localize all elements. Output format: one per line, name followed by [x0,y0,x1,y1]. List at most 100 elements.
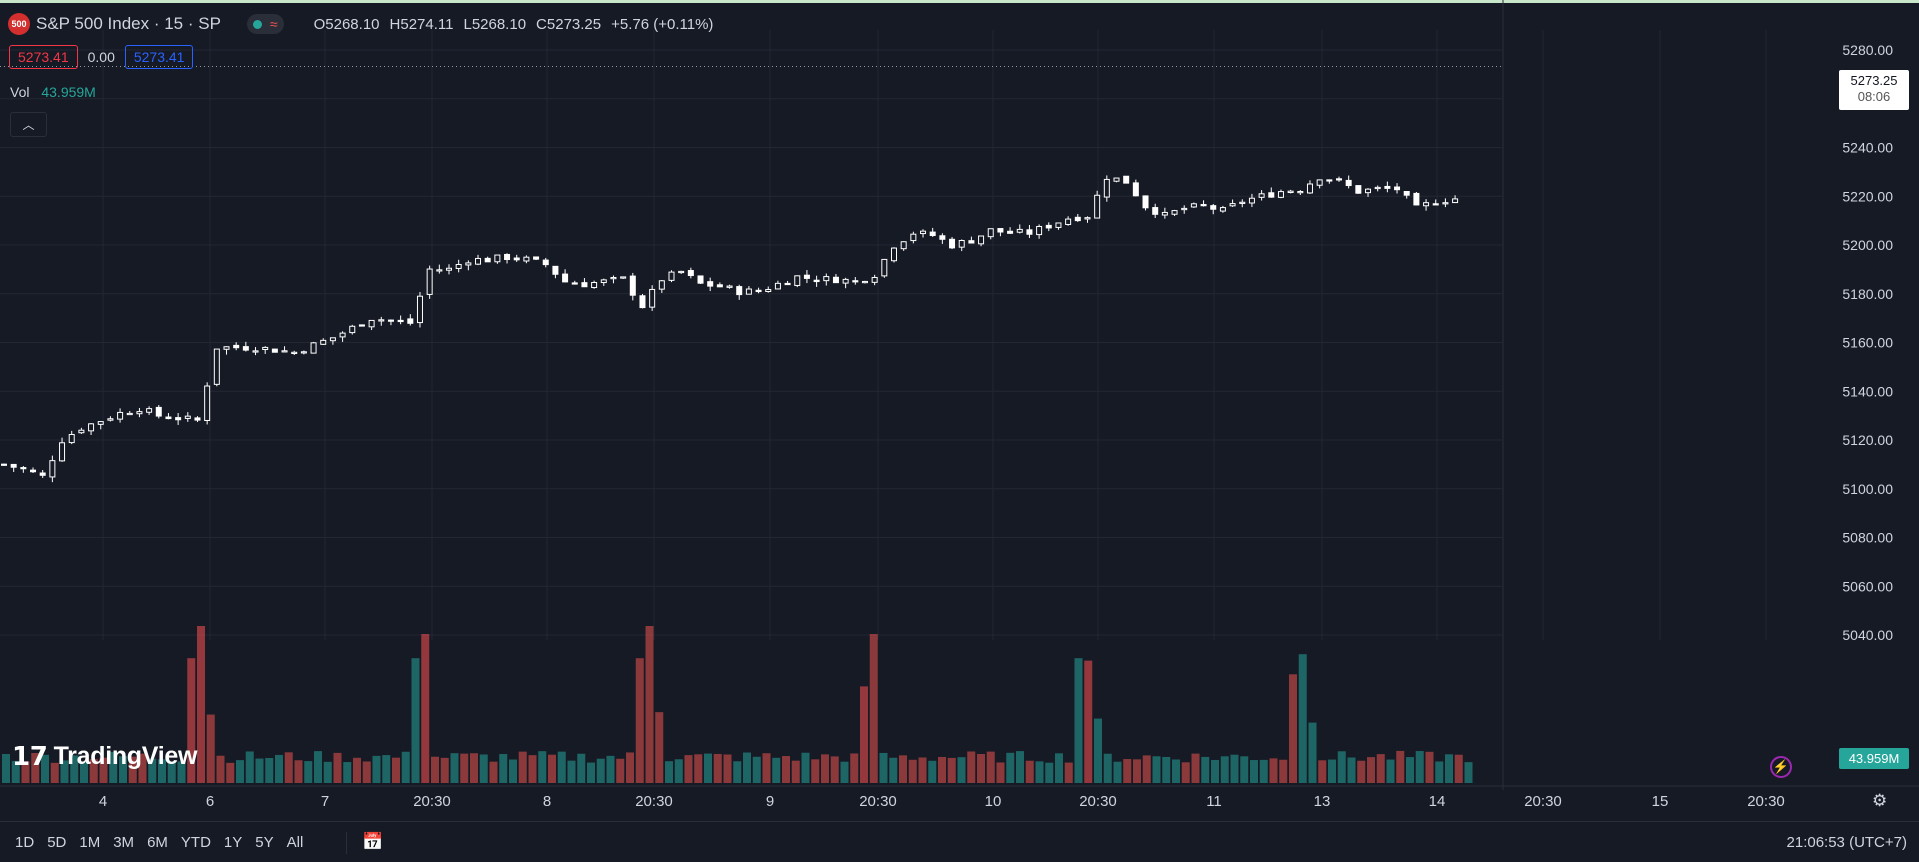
volume-bar [294,760,303,783]
candle-body [1277,191,1284,198]
candle-body [939,235,946,240]
candle-body [49,460,56,478]
calendar-range-icon[interactable]: 📅 [362,832,384,851]
volume-bar [1172,759,1180,783]
range-button-all[interactable]: All [286,834,304,851]
candle-body [475,257,482,265]
range-button-6m[interactable]: 6M [147,834,168,851]
y-tick-label: 5040.00 [1842,627,1893,643]
range-button-1y[interactable]: 1Y [223,834,243,851]
volume-bar [89,759,98,783]
volume-bar [333,752,342,783]
market-open-dot-icon [252,19,262,29]
candle-body [484,257,491,263]
candle-body [378,319,385,322]
volume-bar [226,762,235,783]
volume-bar [401,751,410,783]
volume-axis-label: 43.959M [1839,748,1909,769]
x-tick-label: 20:30 [635,793,673,810]
volume-bar [50,762,59,783]
candle-body [649,288,656,308]
volume-bar [431,756,439,783]
volume-bar [11,760,20,783]
volume-bar [694,754,703,783]
volume-bar [245,751,254,783]
candle-body [813,279,820,283]
market-status-pill[interactable]: ≈ [246,14,284,34]
buy-price-button[interactable]: 5273.41 [124,45,194,69]
x-tick-label: 20:30 [859,793,897,810]
volume-bar [109,751,118,783]
volume-bar [275,754,283,783]
symbol-title[interactable]: S&P 500 Index · 15 · SP [36,14,221,33]
range-button-1d[interactable]: 1D [15,834,35,851]
volume-bar [177,761,186,783]
candle-body [1200,204,1207,207]
candle-body [300,351,307,354]
volume-legend[interactable]: Vol 43.959M [10,84,96,100]
candle-body [494,254,501,263]
candle-body [803,274,810,279]
candle-body [513,257,520,261]
x-tick-label: 14 [1429,793,1446,810]
volume-bar [655,712,664,783]
gear-icon[interactable]: ⚙ [1872,791,1888,810]
volume-bar [704,753,712,783]
candle-body [1452,198,1459,204]
volume-bar [382,755,391,783]
range-button-ytd[interactable]: YTD [180,834,211,851]
x-tick-label: 20:30 [1524,793,1562,810]
sell-price-button[interactable]: 5273.41 [9,45,78,69]
volume-bar [889,757,898,783]
volume-bar [1006,752,1015,783]
volume-bar [1064,762,1073,783]
volume-bar [1386,759,1395,783]
range-button-3m[interactable]: 3M [113,834,135,851]
volume-bar [869,634,878,783]
candle-body [1161,211,1168,216]
volume-bar [977,754,985,783]
tradingview-logo-icon: 𝟭𝟳 [12,741,48,771]
volume-bar [684,755,693,783]
candle-body [774,282,781,290]
candle-body [1394,186,1401,191]
range-button-5d[interactable]: 5D [47,834,67,851]
candle-body [39,472,46,476]
candle-body [368,319,375,328]
candle-body [1065,218,1072,225]
candle-body [1297,191,1304,194]
candle-body [707,281,714,287]
candle-body [59,442,66,462]
candle-body [929,231,936,237]
candle-body [1007,230,1014,234]
last-price-label: 5273.25 08:06 [1839,70,1909,110]
candle-body [1055,222,1062,228]
volume-bar [255,758,264,783]
volume-bar [421,634,430,783]
candle-body [194,417,201,421]
sp500-logo-icon: 500 [8,13,30,35]
candle-body [88,423,95,432]
y-tick-label: 5060.00 [1842,578,1893,594]
volume-bar [1025,760,1034,783]
candle-body [1152,207,1159,215]
x-tick-label: 7 [321,793,329,810]
clock-timezone[interactable]: 21:06:53 (UTC+7) [1786,834,1907,851]
collapse-legend-button[interactable]: ︿ [10,112,47,137]
volume-bar [148,758,157,783]
candle-body [1423,202,1430,207]
lightning-icon[interactable]: ⚡ [1770,756,1792,778]
candle-body [1345,179,1352,187]
volume-bar [635,658,644,783]
candle-body [755,289,762,293]
candle-body [716,284,723,288]
volume-bar [752,756,761,783]
candle-body [465,262,472,266]
range-button-5y[interactable]: 5Y [255,834,274,851]
symbol-legend[interactable]: 500 S&P 500 Index · 15 · SP ≈ O 5268.10 H… [8,12,723,36]
candle-body [1316,179,1323,186]
volume-bar [1123,759,1132,783]
range-button-1m[interactable]: 1M [79,834,101,851]
volume-bar [1406,757,1414,783]
